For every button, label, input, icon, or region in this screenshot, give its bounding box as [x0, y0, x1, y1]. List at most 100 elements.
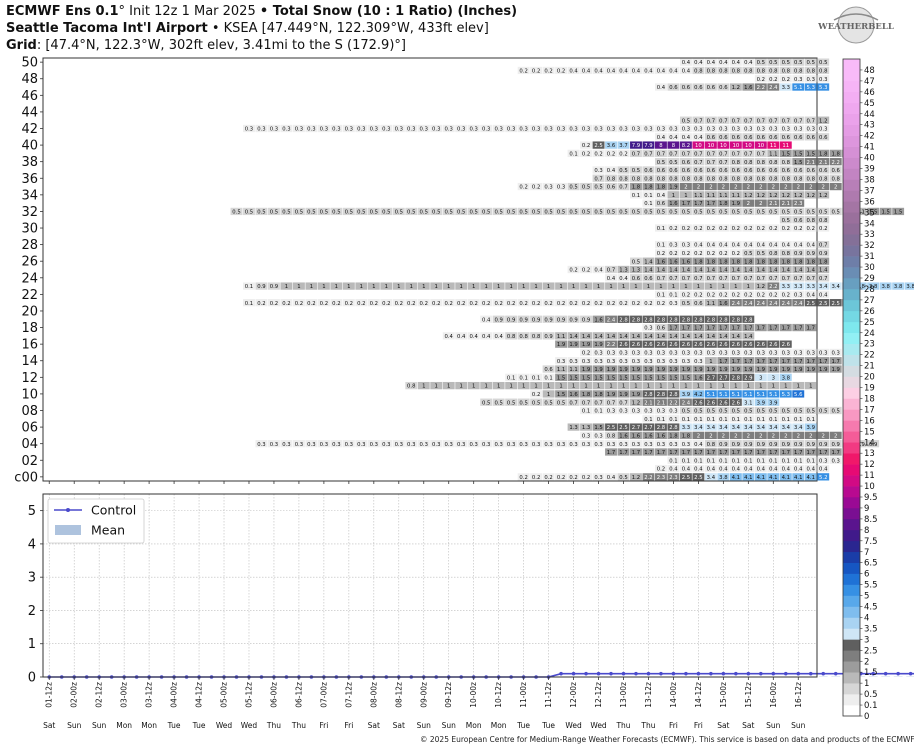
- heatmap-cell: [517, 398, 530, 406]
- heatmap-cell-label: 1: [684, 284, 687, 290]
- heatmap-cell-label: 0.1: [532, 375, 540, 381]
- heatmap-cell-label: 0.5: [357, 210, 365, 216]
- heatmap-cell: [729, 182, 742, 191]
- heatmap-cell-label: 1: [347, 284, 350, 290]
- heatmap-cell: [879, 282, 892, 290]
- heatmap-cell-label: 0.4: [594, 268, 603, 274]
- heatmap-cell-label: 2.7: [719, 375, 727, 381]
- x-tick-label: 01-12z: [45, 682, 54, 708]
- heatmap-cell: [717, 381, 730, 390]
- heatmap-cell-label: 0.7: [607, 400, 615, 406]
- heatmap-cell-label: 0.3: [794, 77, 802, 83]
- heatmap-cell-label: 0.4: [794, 243, 803, 249]
- heatmap-cell-label: 0.7: [657, 276, 665, 282]
- day-label: Mon: [466, 721, 482, 730]
- heatmap-cell: [792, 348, 805, 357]
- heatmap-cell-label: 1.1: [569, 367, 577, 373]
- heatmap-cell: [442, 282, 455, 290]
- heatmap-cell-label: 1: [509, 284, 512, 290]
- heatmap-cell: [630, 257, 642, 265]
- heatmap-cell: [829, 448, 842, 456]
- heatmap-cell: [679, 240, 692, 249]
- heatmap-cell: [692, 149, 705, 158]
- colorbar-label: 5.5: [864, 581, 878, 591]
- heatmap-cell: [754, 323, 767, 332]
- heatmap-cell-label: 1: [647, 284, 650, 290]
- control-point: [908, 671, 913, 676]
- heatmap-cell-label: 0.6: [794, 218, 803, 224]
- heatmap-cell: [742, 149, 755, 158]
- heatmap-cell: [480, 282, 493, 290]
- heatmap-cell: [804, 75, 817, 83]
- heatmap-cell: [630, 207, 642, 216]
- heatmap-cell: [829, 440, 842, 448]
- heatmap-cell: [729, 158, 742, 166]
- heatmap-cell-label: 0.7: [607, 268, 615, 274]
- heatmap-cell: [667, 199, 680, 207]
- colorbar-segment: [843, 606, 860, 618]
- heatmap-cell: [655, 274, 667, 282]
- heatmap-cell: [480, 381, 493, 390]
- heatmap-cell-label: 0.6: [769, 168, 778, 174]
- heatmap-cell: [817, 440, 830, 448]
- heatmap-cell-label: 0.3: [320, 442, 328, 448]
- heatmap-cell-label: 0.7: [644, 151, 652, 157]
- colorbar-label: 7.5: [864, 537, 878, 547]
- heatmap-cell: [779, 456, 792, 464]
- member-tick-label: 22: [21, 288, 38, 303]
- heatmap-cell: [642, 423, 655, 431]
- control-point: [596, 671, 601, 676]
- heatmap-cell-label: 1.9: [807, 367, 815, 373]
- heatmap-cell: [729, 473, 742, 481]
- heatmap-cell: [742, 340, 755, 348]
- heatmap-cell: [655, 174, 667, 182]
- heatmap-cell: [592, 473, 605, 481]
- heatmap-cell: [779, 415, 792, 423]
- heatmap-cell: [530, 381, 543, 390]
- heatmap-cell-label: 0.3: [744, 351, 752, 357]
- heatmap-cell: [754, 415, 767, 423]
- heatmap-cell-label: 0.7: [757, 276, 765, 282]
- heatmap-cell-label: 0.4: [569, 69, 578, 75]
- colorbar-label: 10: [864, 482, 875, 492]
- heatmap-cell-label: 0.5: [757, 60, 765, 66]
- heatmap-cell: [530, 299, 543, 307]
- heatmap-cell-label: 0.3: [607, 127, 615, 133]
- heatmap-cell-label: 0.3: [357, 127, 365, 133]
- heatmap-cell: [704, 124, 717, 133]
- heatmap-cell: [704, 149, 717, 158]
- heatmap-row-15: 0.2 0.3 0.3 0.3 0.3 0.3 0.3 0.3 0.3 0.3 0.3 0.3 0.3 0…: [580, 348, 842, 357]
- heatmap-cell-label: 1.1: [769, 151, 777, 157]
- heatmap-cell-label: 0.7: [757, 151, 765, 157]
- heatmap-cell: [767, 199, 780, 207]
- day-label: Thu: [291, 721, 306, 730]
- heatmap-cell: [442, 440, 455, 448]
- heatmap-cell-label: 3.9: [769, 400, 777, 406]
- heatmap-cell-label: 0.5: [782, 210, 790, 216]
- heatmap-cell: [779, 406, 792, 415]
- heatmap-cell: [717, 299, 730, 307]
- heatmap-cell-label: 0.5: [407, 210, 415, 216]
- heatmap-cell-label: 1.7: [682, 326, 690, 332]
- heatmap-cell-label: 0.1: [707, 417, 715, 423]
- heatmap-cell: [655, 133, 667, 141]
- heatmap-cell-label: 0.3: [619, 442, 627, 448]
- x-tick-label: 06-12z: [294, 682, 303, 708]
- heatmap-cell: [729, 340, 742, 348]
- colorbar-label: 13: [864, 449, 875, 459]
- heatmap-cell: [729, 282, 742, 290]
- heatmap-cell: [505, 207, 518, 216]
- heatmap-cell: [717, 440, 730, 448]
- heatmap-cell: [679, 124, 692, 133]
- heatmap-cell-label: 1.2: [794, 193, 802, 199]
- heatmap-cell: [505, 315, 518, 323]
- member-tick-label: 24: [21, 271, 38, 286]
- heatmap-cell-label: 0.3: [682, 243, 690, 249]
- colorbar-segment: [843, 245, 860, 257]
- heatmap-cell: [542, 282, 555, 290]
- heatmap-cell: [617, 406, 630, 415]
- heatmap-cell-label: 0.7: [769, 276, 777, 282]
- colorbar-label: 6.5: [864, 559, 878, 569]
- heatmap-cell: [655, 340, 667, 348]
- control-point: [821, 671, 826, 676]
